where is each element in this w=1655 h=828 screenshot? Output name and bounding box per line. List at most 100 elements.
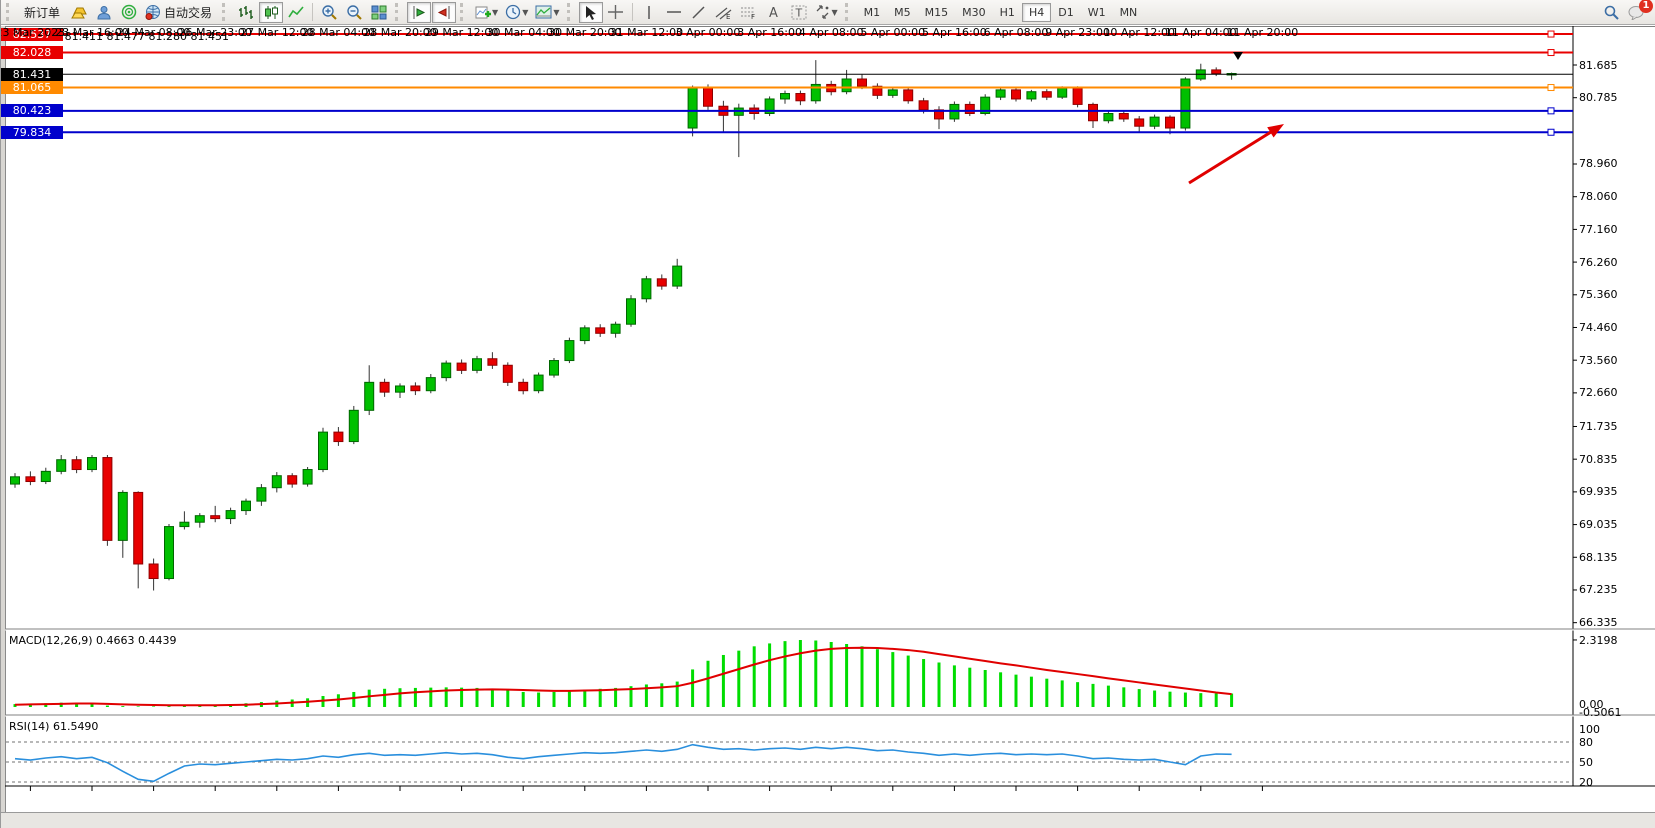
time-axis-label: 5 Apr 00:00 xyxy=(860,26,926,39)
price-tick-label: 73.560 xyxy=(1579,353,1618,367)
auto-scroll-button[interactable] xyxy=(407,1,432,23)
line-chart-mode-button[interactable] xyxy=(284,2,308,23)
gold-ingot-icon xyxy=(70,7,87,19)
timeframe-mn[interactable]: MN xyxy=(1119,5,1138,19)
time-axis-label: 30 Mar 20:00 xyxy=(548,26,622,39)
new-order-button[interactable]: 新订单 xyxy=(18,2,66,23)
text-tool[interactable]: A xyxy=(762,2,786,23)
crosshair-tool-button[interactable] xyxy=(604,2,628,23)
price-tick-label: 80.785 xyxy=(1579,91,1618,105)
toolbar-drag-handle[interactable] xyxy=(844,3,853,21)
candle-body xyxy=(1072,87,1083,105)
candle-body xyxy=(487,358,498,366)
autotrade-button[interactable]: 自动交易 xyxy=(142,2,218,23)
trendline-tool[interactable] xyxy=(687,2,711,23)
candle-body xyxy=(1026,91,1037,100)
price-tick-label: 76.260 xyxy=(1579,255,1618,269)
time-axis-label: 28 Mar 04:00 xyxy=(301,26,376,39)
equidistant-channel-tool[interactable]: E xyxy=(712,2,736,23)
candle-body xyxy=(1180,78,1191,129)
candle-body xyxy=(271,475,282,489)
toolbar-drag-handle[interactable] xyxy=(222,3,230,21)
arrows-tool[interactable]: ▼ xyxy=(812,2,841,23)
chart-shift-button[interactable] xyxy=(432,1,457,23)
timeframe-m5[interactable]: M5 xyxy=(894,5,911,19)
timeframe-w1[interactable]: W1 xyxy=(1087,5,1106,19)
level-line-handle[interactable] xyxy=(1547,107,1555,115)
candle-body xyxy=(764,98,775,115)
time-axis-label: 4 Apr 08:00 xyxy=(798,26,864,39)
down-triangle-marker[interactable] xyxy=(1233,52,1243,60)
candle-body xyxy=(1041,91,1052,98)
time-axis-label: 31 Mar 12:00 xyxy=(609,26,684,39)
profile-button[interactable] xyxy=(92,2,116,23)
candle-body xyxy=(964,103,975,115)
text-label-tool[interactable]: T xyxy=(787,2,811,23)
horizontal-line-tool[interactable] xyxy=(662,2,686,23)
toolbar-drag-handle[interactable] xyxy=(6,3,14,21)
level-line-handle[interactable] xyxy=(1547,30,1555,38)
annotation-arrow-head[interactable] xyxy=(1267,124,1284,138)
candle-body xyxy=(533,374,544,392)
zoom-in-button[interactable] xyxy=(317,2,341,23)
time-axis-label: 3 Apr 00:00 xyxy=(675,26,741,39)
vertical-line-tool[interactable] xyxy=(637,2,661,23)
candlestick-mode-button[interactable] xyxy=(259,1,284,23)
timeframe-m30[interactable]: M30 xyxy=(962,5,986,19)
toolbar-drag-handle[interactable] xyxy=(566,3,575,21)
toolbar-drag-handle[interactable] xyxy=(460,3,468,21)
search-button[interactable] xyxy=(1599,2,1623,23)
notification-badge: 1 xyxy=(1639,0,1653,13)
candle-body xyxy=(980,96,991,115)
svg-text:F: F xyxy=(751,13,755,20)
signal-icon xyxy=(121,4,137,20)
zoom-out-button[interactable] xyxy=(342,2,366,23)
timeframe-d1[interactable]: D1 xyxy=(1058,5,1074,19)
level-line-handle[interactable] xyxy=(1547,84,1555,92)
toolbar-drag-handle[interactable] xyxy=(395,3,403,21)
bar-chart-mode-button[interactable] xyxy=(234,2,258,23)
level-price-label: 81.065 xyxy=(1,81,63,95)
templates-button[interactable]: ▼ xyxy=(532,2,562,23)
timeframe-m15[interactable]: M15 xyxy=(924,5,949,19)
price-tick-label: 71.735 xyxy=(1579,419,1618,433)
candle-body xyxy=(1118,113,1129,120)
tile-windows-button[interactable] xyxy=(367,2,391,23)
fibonacci-tool[interactable]: F xyxy=(737,2,761,23)
periods-button[interactable]: ▼ xyxy=(502,2,531,23)
cursor-tool-button[interactable] xyxy=(578,1,603,23)
candle-body xyxy=(241,500,251,512)
autotrade-label: 自动交易 xyxy=(164,5,213,20)
indicators-button[interactable]: ▼ xyxy=(472,2,501,23)
tile-windows-icon xyxy=(371,5,387,19)
timeframe-h4[interactable]: H4 xyxy=(1021,2,1052,22)
chart-canvas[interactable] xyxy=(1,26,1655,816)
time-axis-label: 23 Mar 16:00 xyxy=(55,26,129,39)
timeframe-h1[interactable]: H1 xyxy=(999,5,1015,19)
time-axis-label: 30 Mar 04:00 xyxy=(486,26,560,39)
level-line-handle[interactable] xyxy=(1547,128,1555,136)
candle-body xyxy=(179,521,190,528)
window-bottom-edge xyxy=(1,812,1655,828)
candle-body xyxy=(1088,103,1098,122)
annotation-arrow-line[interactable] xyxy=(1188,130,1272,185)
candle-body xyxy=(841,78,852,93)
notifications-button[interactable]: 1 xyxy=(1624,0,1653,23)
level-line-handle[interactable] xyxy=(1547,49,1555,57)
text-label-icon: T xyxy=(791,5,806,19)
timeframe-m1[interactable]: M1 xyxy=(863,5,881,19)
template-icon xyxy=(535,5,552,19)
candle-body xyxy=(333,431,344,443)
candle-body xyxy=(887,89,898,96)
candle-body xyxy=(872,85,883,96)
deposit-icon[interactable] xyxy=(67,2,91,23)
rsi-level-label: 100 xyxy=(1579,722,1600,736)
signals-button[interactable] xyxy=(117,2,141,23)
rsi-level-label: 20 xyxy=(1579,776,1593,790)
price-tick-label: 78.960 xyxy=(1579,157,1618,171)
time-axis-label: 6 Apr 08:00 xyxy=(983,26,1049,39)
candle-body xyxy=(456,362,467,371)
candle-body xyxy=(903,89,914,102)
zoom-out-icon xyxy=(346,5,362,20)
